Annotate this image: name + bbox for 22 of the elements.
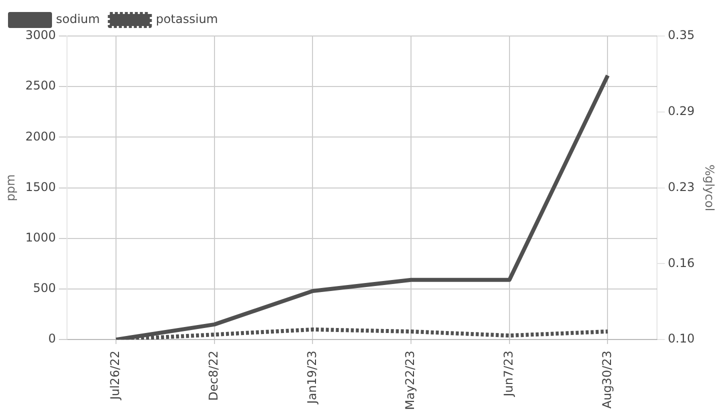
- y-tick-label: 1500: [25, 180, 56, 194]
- legend-label: potassium: [156, 12, 218, 26]
- x-tick-label: May22/23: [403, 350, 418, 410]
- y2-axis-title: %glycol: [702, 164, 717, 212]
- y-tick-label: 1000: [25, 230, 56, 245]
- y2-tick-label: 0.23: [668, 180, 695, 194]
- y-axis-title: ppm: [3, 174, 18, 202]
- y2-tick-label: 0.10: [668, 332, 695, 346]
- y-tick-label: 500: [33, 281, 56, 296]
- y2-tick-label: 0.29: [668, 104, 695, 118]
- x-tick-label: Jul26/22: [108, 350, 122, 401]
- x-tick-label: Aug30/23: [600, 350, 614, 409]
- y-tick-label: 0: [48, 332, 56, 346]
- y-tick-label: 2500: [25, 78, 56, 93]
- x-tick-label: Jan19/23: [304, 350, 319, 405]
- y2-tick-label: 0.35: [668, 28, 695, 42]
- y-tick-label: 3000: [25, 28, 56, 42]
- y2-tick-label: 0.16: [668, 256, 695, 270]
- legend-label: sodium: [56, 12, 100, 26]
- x-tick-label: Dec8/22: [206, 350, 221, 401]
- y-tick-label: 2000: [25, 129, 56, 144]
- x-tick-label: Jun7/23: [502, 350, 516, 398]
